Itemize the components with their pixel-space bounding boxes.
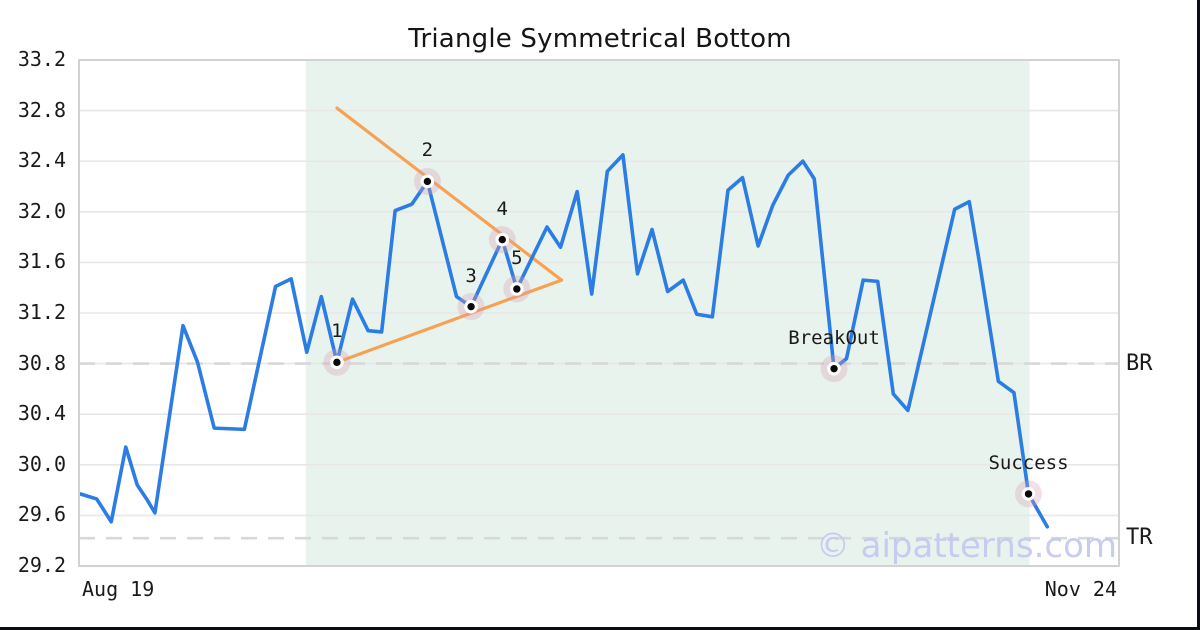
annotation-label-breakout: BreakOut: [788, 326, 880, 349]
bottom-border-bar: [0, 627, 1200, 630]
y-tick-label: 31.6: [17, 249, 66, 274]
chart-background-layer: [79, 59, 1119, 567]
y-tick-label: 31.2: [17, 300, 66, 325]
marker-dot: [333, 358, 341, 367]
watermark: © aipatterns.com: [816, 526, 1117, 566]
plot-border: [78, 59, 1120, 567]
annotation-label-3: 3: [465, 264, 477, 287]
price-line: [78, 153, 1050, 529]
annotation-label-4: 4: [496, 197, 508, 220]
x-tick-start: Aug 19: [82, 577, 155, 601]
marker-dot: [830, 364, 838, 373]
y-tick-label: 29.6: [17, 502, 66, 527]
target-level-label: TR: [1126, 525, 1153, 551]
marker-dot: [423, 177, 432, 186]
y-tick-label: 32.4: [17, 148, 66, 173]
annotation-label-5: 5: [511, 246, 523, 269]
x-tick-end: Nov 24: [1044, 577, 1117, 601]
trendline-upper: [335, 106, 564, 282]
y-tick-label: 32.8: [17, 97, 66, 122]
trendline-lower: [335, 278, 564, 364]
marker-dot: [513, 285, 521, 293]
y-tick-label: 30.0: [17, 451, 66, 476]
y-tick-label: 30.4: [17, 401, 66, 426]
annotation-label-1: 1: [331, 320, 343, 343]
y-tick-label: 33.2: [17, 47, 66, 72]
marker-dot: [467, 302, 475, 311]
chart-title: Triangle Symmetrical Bottom: [408, 24, 792, 54]
annotation-label-success: Success: [988, 451, 1069, 474]
chart-foreground-layer: [78, 153, 1050, 529]
marker-dot: [1024, 490, 1033, 498]
breakout-level-label: BR: [1126, 350, 1153, 376]
annotation-label-2: 2: [421, 139, 434, 162]
y-tick-label: 32.0: [17, 198, 66, 223]
y-tick-label: 29.2: [17, 553, 66, 578]
y-tick-label: 30.8: [17, 350, 66, 375]
right-border-bar: [1197, 0, 1200, 630]
marker-dot: [498, 235, 506, 244]
